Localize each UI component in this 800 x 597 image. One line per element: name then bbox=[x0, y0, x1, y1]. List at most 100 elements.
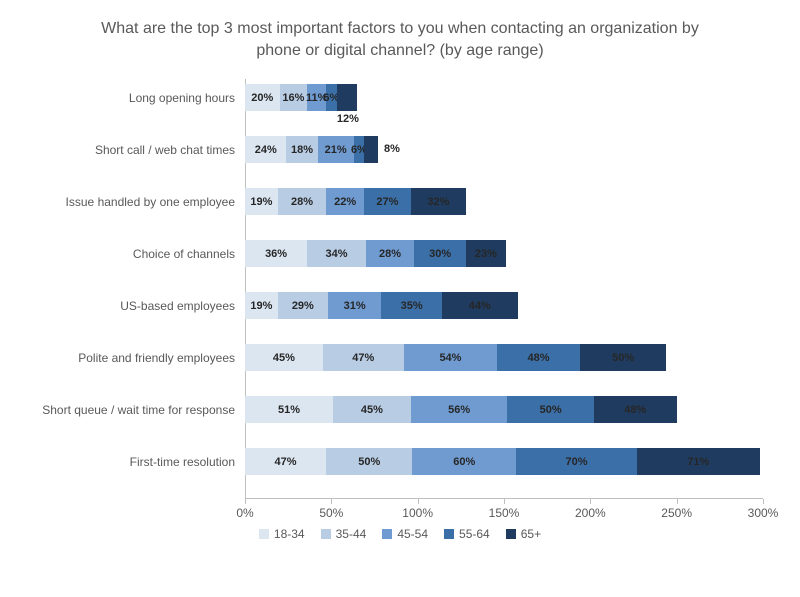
bar-segment-label: 23% bbox=[475, 248, 497, 260]
bar-segment-label: 56% bbox=[448, 404, 470, 416]
bar-segment: 29% bbox=[278, 292, 328, 319]
legend-label: 18-34 bbox=[274, 527, 305, 541]
bar-segment: 22% bbox=[326, 188, 364, 215]
bar-segment-label: 28% bbox=[379, 248, 401, 260]
bar-segment-label: 34% bbox=[325, 248, 347, 260]
legend-label: 35-44 bbox=[336, 527, 367, 541]
legend-item: 18-34 bbox=[259, 527, 305, 541]
bar-segment-label: 22% bbox=[334, 196, 356, 208]
bar-segment-label: 20% bbox=[251, 92, 273, 104]
legend-item: 45-54 bbox=[382, 527, 428, 541]
bar-segment: 31% bbox=[328, 292, 382, 319]
category-label: First-time resolution bbox=[130, 455, 245, 469]
bar-segment: 48% bbox=[594, 396, 677, 423]
bar-segment: 28% bbox=[366, 240, 414, 267]
bar-segment: 6% bbox=[354, 136, 364, 163]
bar-segment-external-label: 8% bbox=[384, 143, 400, 155]
bar-segment-label: 50% bbox=[358, 456, 380, 468]
bar-segment: 36% bbox=[245, 240, 307, 267]
bar-segment: 20% bbox=[245, 84, 280, 111]
bar-segment: 48% bbox=[497, 344, 580, 371]
category-label: Issue handled by one employee bbox=[66, 195, 245, 209]
bar-segment-label: 21% bbox=[325, 144, 347, 156]
bar-segment: 60% bbox=[412, 448, 516, 475]
bar-segment: 51% bbox=[245, 396, 333, 423]
bar-segment: 30% bbox=[414, 240, 466, 267]
category-label: US-based employees bbox=[120, 299, 245, 313]
bar-segment: 54% bbox=[404, 344, 497, 371]
category-label: Polite and friendly employees bbox=[78, 351, 245, 365]
bar-segment-label: 35% bbox=[401, 300, 423, 312]
bar-segment: 32% bbox=[411, 188, 466, 215]
bar-segment: 34% bbox=[307, 240, 366, 267]
legend-label: 55-64 bbox=[459, 527, 490, 541]
bar-segment-label: 29% bbox=[292, 300, 314, 312]
bar-segment-label: 31% bbox=[344, 300, 366, 312]
x-axis-tick-label: 100% bbox=[402, 499, 433, 520]
bar-segment-label: 71% bbox=[687, 456, 709, 468]
legend-swatch bbox=[506, 529, 516, 539]
legend-label: 65+ bbox=[521, 527, 541, 541]
legend-item: 35-44 bbox=[321, 527, 367, 541]
category-label: Long opening hours bbox=[129, 91, 245, 105]
bar-segment: 70% bbox=[516, 448, 637, 475]
category-label: Short call / web chat times bbox=[95, 143, 245, 157]
x-axis-tick-label: 150% bbox=[489, 499, 520, 520]
x-axis-tick-label: 200% bbox=[575, 499, 606, 520]
chart-row: Choice of channels36%34%28%30%23% bbox=[245, 240, 763, 267]
bar-segment-label: 18% bbox=[291, 144, 313, 156]
x-axis-tick-label: 50% bbox=[319, 499, 343, 520]
bar-segment: 47% bbox=[245, 448, 326, 475]
bar-segment-label: 36% bbox=[265, 248, 287, 260]
bar-segment: 19% bbox=[245, 188, 278, 215]
bar-segment: 56% bbox=[411, 396, 508, 423]
bar-segment-label: 16% bbox=[282, 92, 304, 104]
bar-segment bbox=[337, 84, 358, 111]
bar-segment: 28% bbox=[278, 188, 326, 215]
bar-segment: 47% bbox=[323, 344, 404, 371]
bar-segment: 50% bbox=[507, 396, 593, 423]
bar-segment-label: 50% bbox=[540, 404, 562, 416]
bar-segment-label: 48% bbox=[528, 352, 550, 364]
chart-row: Short call / web chat times24%18%21%6%8% bbox=[245, 136, 763, 163]
bar-segment-label: 19% bbox=[250, 300, 272, 312]
chart-title: What are the top 3 most important factor… bbox=[80, 18, 720, 61]
x-axis-tick-label: 300% bbox=[748, 499, 779, 520]
bar-segment: 27% bbox=[364, 188, 411, 215]
bar-segment-label: 47% bbox=[275, 456, 297, 468]
bar-segment bbox=[364, 136, 378, 163]
bar-segment-label: 24% bbox=[255, 144, 277, 156]
chart-row: Short queue / wait time for response51%4… bbox=[245, 396, 763, 423]
bar-segment-label: 50% bbox=[612, 352, 634, 364]
bar-segment-label: 32% bbox=[427, 196, 449, 208]
bar-segment: 16% bbox=[280, 84, 308, 111]
bar-segment-external-label: 12% bbox=[337, 113, 359, 125]
bar-segment: 35% bbox=[381, 292, 441, 319]
bar-segment: 21% bbox=[318, 136, 354, 163]
bar-segment: 6% bbox=[326, 84, 336, 111]
bar-segment: 23% bbox=[466, 240, 506, 267]
bar-segment-label: 28% bbox=[291, 196, 313, 208]
bar-segment-label: 19% bbox=[250, 196, 272, 208]
x-axis-tick-label: 250% bbox=[661, 499, 692, 520]
legend-swatch bbox=[259, 529, 269, 539]
bar-segment-label: 54% bbox=[439, 352, 461, 364]
bar-segment: 50% bbox=[326, 448, 412, 475]
plot-area: Long opening hours20%16%11%6%12%Short ca… bbox=[245, 79, 763, 499]
bar-segment: 71% bbox=[637, 448, 760, 475]
bar-segment: 19% bbox=[245, 292, 278, 319]
legend-swatch bbox=[321, 529, 331, 539]
legend-swatch bbox=[444, 529, 454, 539]
legend-item: 65+ bbox=[506, 527, 541, 541]
bar-segment-label: 44% bbox=[469, 300, 491, 312]
bar-segment-label: 48% bbox=[624, 404, 646, 416]
bar-segment-label: 30% bbox=[429, 248, 451, 260]
bar-segment: 50% bbox=[580, 344, 666, 371]
chart-row: Long opening hours20%16%11%6%12% bbox=[245, 84, 763, 111]
bar-segment: 45% bbox=[245, 344, 323, 371]
bar-segment: 24% bbox=[245, 136, 286, 163]
bar-segment: 18% bbox=[286, 136, 317, 163]
bar-segment-label: 27% bbox=[376, 196, 398, 208]
chart-row: US-based employees19%29%31%35%44% bbox=[245, 292, 763, 319]
legend-item: 55-64 bbox=[444, 527, 490, 541]
